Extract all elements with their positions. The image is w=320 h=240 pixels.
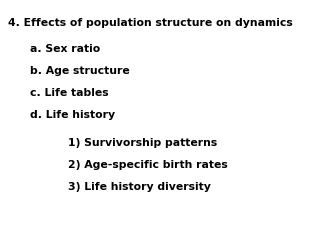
Text: b. Age structure: b. Age structure — [30, 66, 130, 76]
Text: d. Life history: d. Life history — [30, 110, 115, 120]
Text: 4. Effects of population structure on dynamics: 4. Effects of population structure on dy… — [8, 18, 293, 28]
Text: a. Sex ratio: a. Sex ratio — [30, 44, 100, 54]
Text: 1) Survivorship patterns: 1) Survivorship patterns — [68, 138, 217, 148]
Text: 3) Life history diversity: 3) Life history diversity — [68, 182, 211, 192]
Text: c. Life tables: c. Life tables — [30, 88, 108, 98]
Text: 2) Age-specific birth rates: 2) Age-specific birth rates — [68, 160, 228, 170]
